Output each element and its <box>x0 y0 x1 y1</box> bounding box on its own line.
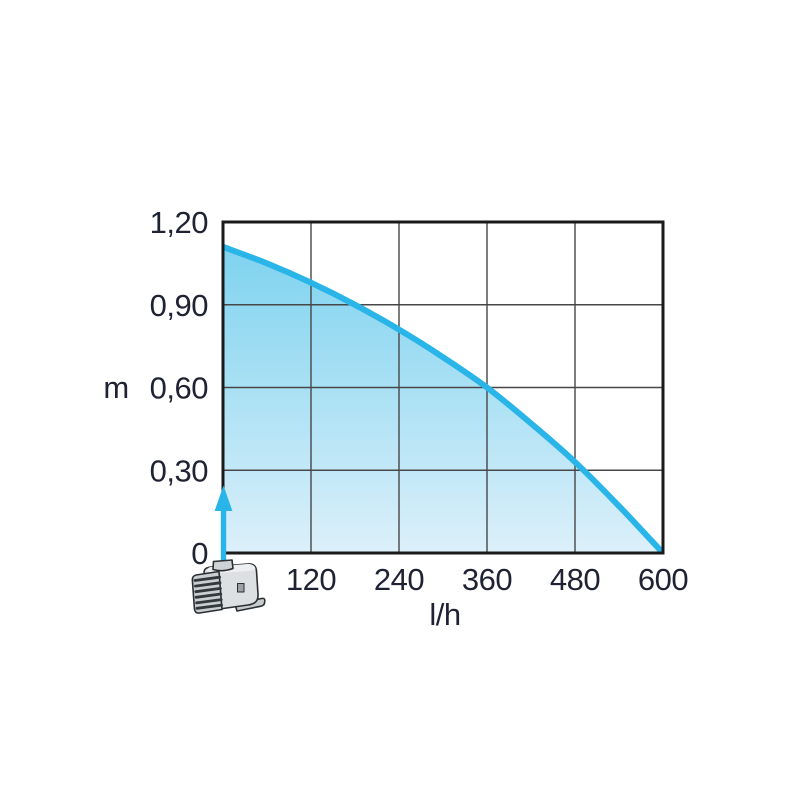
pump-grille-slats <box>193 575 224 610</box>
grid-lines <box>223 222 663 553</box>
plot-border <box>221 220 665 555</box>
x-axis-tick-labels: 120 240 360 480 600 <box>286 562 689 597</box>
y-tick-label: 0,60 <box>150 371 209 406</box>
y-tick-label: 0 <box>191 536 208 571</box>
plot-area <box>223 222 663 553</box>
y-axis-tick-labels: 1,20 0,90 0,60 0,30 0 <box>150 205 209 571</box>
x-tick-label: 480 <box>550 562 600 597</box>
y-axis-label: m <box>103 370 128 405</box>
x-tick-label: 360 <box>462 562 512 597</box>
x-tick-label: 600 <box>638 562 688 597</box>
x-tick-label: 120 <box>286 562 336 597</box>
pump-icon <box>191 559 266 614</box>
x-axis-label: l/h <box>429 597 460 632</box>
y-tick-label: 0,30 <box>150 453 209 488</box>
x-tick-label: 240 <box>374 562 424 597</box>
y-tick-label: 0,90 <box>150 288 209 323</box>
performance-curve <box>223 243 663 553</box>
curve-area-fill <box>223 246 663 553</box>
y-tick-label: 1,20 <box>150 205 209 240</box>
